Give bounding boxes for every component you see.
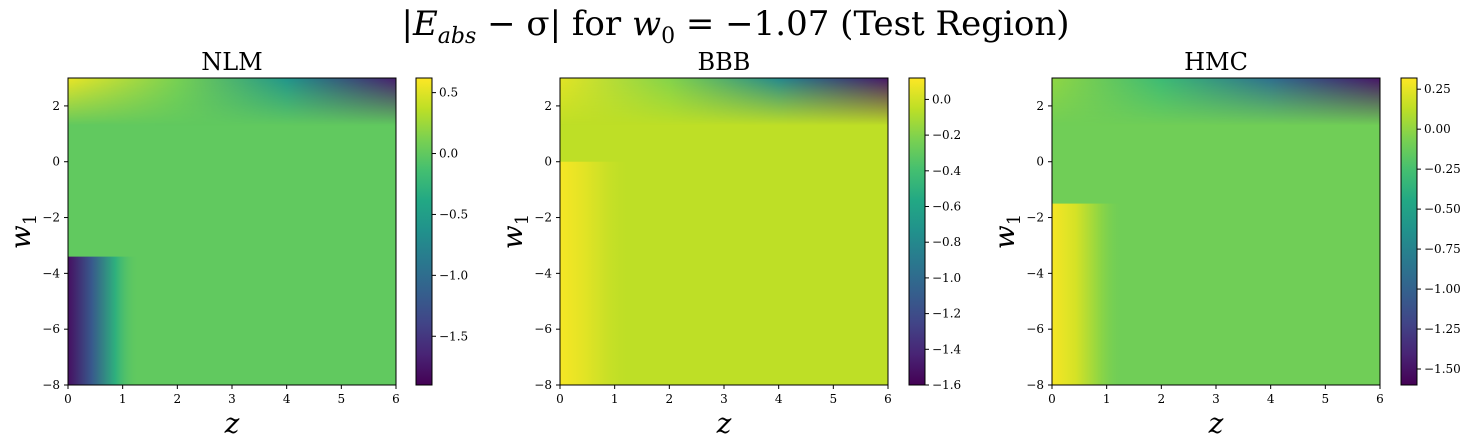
x-axis-label: z: [1208, 407, 1224, 440]
y-tick-label: −6: [1026, 322, 1044, 336]
x-tick-label: 6: [1376, 392, 1384, 406]
y-tick-label: 2: [1036, 99, 1044, 113]
colorbar-tick-label: −1.2: [932, 307, 961, 321]
figure-title: |Eabs − σ| for w0 = −1.07 (Test Region): [401, 4, 1070, 49]
y-tick-label: 2: [544, 99, 552, 113]
x-tick-label: 5: [1322, 392, 1330, 406]
colorbar-tick-label: 0.0: [439, 147, 458, 161]
y-axis-label: w1: [496, 214, 533, 249]
y-tick-label: −2: [42, 211, 60, 225]
colorbar-tick-label: −1.5: [439, 329, 468, 343]
colorbar-tick-label: −0.6: [932, 200, 961, 214]
x-tick-label: 5: [338, 392, 346, 406]
heatmap-left-strip: [1052, 203, 1124, 385]
colorbar: [908, 77, 926, 386]
colorbar-tick-label: −1.4: [932, 342, 962, 356]
heatmap-top-band: [68, 78, 396, 126]
y-tick-label: 2: [52, 99, 60, 113]
x-tick-label: 0: [1048, 392, 1056, 406]
colorbar-tick-label: −1.0: [439, 268, 468, 282]
x-tick-label: 6: [884, 392, 892, 406]
y-tick-label: −6: [42, 322, 60, 336]
heatmap-left-strip: [560, 161, 632, 385]
colorbar-tick-label: 0.25: [1424, 82, 1451, 96]
y-tick-label: −4: [1026, 266, 1044, 280]
y-tick-label: −2: [534, 211, 552, 225]
colorbar: [1400, 77, 1418, 386]
colorbar-tick-label: −0.75: [1424, 242, 1461, 256]
colorbar-tick-label: −1.0: [932, 271, 961, 285]
x-tick-label: 4: [283, 392, 291, 406]
x-tick-label: 4: [1267, 392, 1275, 406]
colorbar-tick-label: 0.5: [439, 86, 458, 100]
heatmap-top-band: [560, 78, 888, 126]
x-tick-label: 6: [392, 392, 400, 406]
x-tick-label: 2: [174, 392, 182, 406]
colorbar-tick-label: −0.50: [1424, 202, 1461, 216]
y-tick-label: 0: [544, 155, 552, 169]
x-tick-label: 1: [119, 392, 127, 406]
heatmap-panel-nlm: NLM 0 1 2 3 4 5 6 −8 −6 −4 −2 0 2 z w1 0.5 0.0 −0.5 −1.0 −1.…: [4, 48, 468, 440]
x-tick-label: 3: [228, 392, 236, 406]
y-tick-label: 0: [52, 155, 60, 169]
y-axis-label: w1: [4, 214, 41, 249]
y-tick-label: −4: [42, 266, 60, 280]
colorbar-tick-label: −1.00: [1424, 282, 1461, 296]
colorbar-tick-label: −1.25: [1424, 322, 1461, 336]
colorbar-tick-label: −1.6: [932, 378, 961, 392]
x-tick-label: 0: [64, 392, 72, 406]
y-tick-label: −6: [534, 322, 552, 336]
panel-title: NLM: [201, 48, 263, 76]
colorbar-tick-label: 0.00: [1424, 122, 1451, 136]
x-tick-label: 0: [556, 392, 564, 406]
x-tick-label: 1: [611, 392, 619, 406]
y-tick-label: 0: [1036, 155, 1044, 169]
y-axis-label: w1: [988, 214, 1025, 249]
x-axis-label: z: [224, 407, 240, 440]
colorbar-tick-label: −0.25: [1424, 162, 1461, 176]
heatmap-left-strip: [68, 256, 140, 385]
x-tick-label: 5: [830, 392, 838, 406]
heatmap-panel-hmc: HMC 0 1 2 3 4 5 6 −8 −6 −4 −2 0 2 z w1 0.25 0.00 −0.25 −0.5…: [988, 48, 1461, 440]
x-tick-label: 1: [1103, 392, 1111, 406]
y-tick-label: −2: [1026, 211, 1044, 225]
x-tick-label: 3: [1212, 392, 1220, 406]
x-tick-label: 3: [720, 392, 728, 406]
colorbar: [415, 77, 433, 386]
colorbar-tick-label: −0.2: [932, 128, 961, 142]
colorbar-tick-label: −0.5: [439, 207, 468, 221]
heatmap-panel-bbb: BBB 0 1 2 3 4 5 6 −8 −6 −4 −2 0 2 z w1 0.0 −0.2 −0.4 −0.6 −0…: [496, 48, 962, 440]
y-tick-label: −8: [1026, 378, 1044, 392]
y-tick-label: −8: [534, 378, 552, 392]
x-tick-label: 2: [1158, 392, 1166, 406]
panel-title: BBB: [698, 48, 751, 76]
panel-title: HMC: [1184, 48, 1248, 76]
x-tick-label: 4: [775, 392, 783, 406]
x-tick-label: 2: [666, 392, 674, 406]
x-axis-label: z: [716, 407, 732, 440]
colorbar-tick-label: −0.4: [932, 164, 962, 178]
colorbar-tick-label: 0.0: [932, 92, 951, 106]
y-tick-label: −4: [534, 266, 552, 280]
colorbar-tick-label: −1.50: [1424, 362, 1461, 376]
heatmap-top-band: [1052, 78, 1380, 126]
y-tick-label: −8: [42, 378, 60, 392]
colorbar-tick-label: −0.8: [932, 235, 961, 249]
